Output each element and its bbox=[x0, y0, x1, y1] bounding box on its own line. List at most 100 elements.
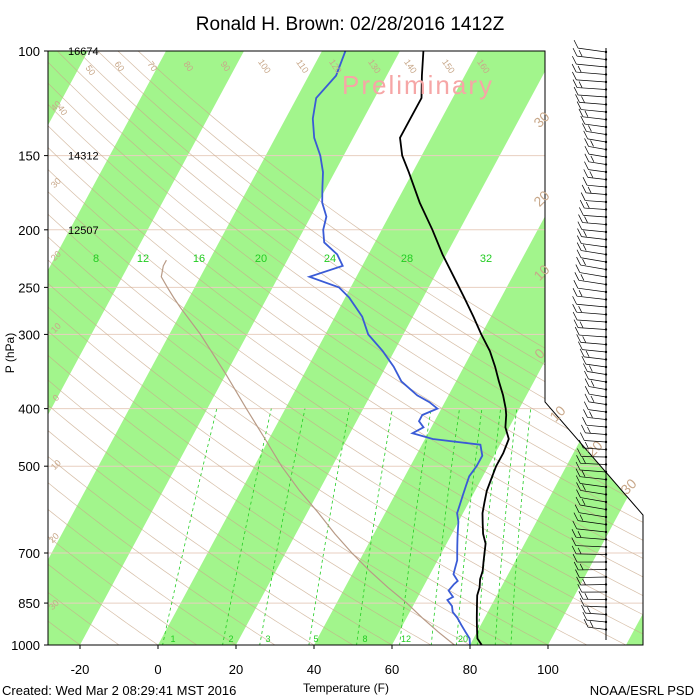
dry-adiabat-line bbox=[48, 51, 177, 645]
mixing-ratio-line bbox=[429, 408, 460, 645]
chart-title: Ronald H. Brown: 02/28/2016 1412Z bbox=[195, 14, 505, 35]
adiabat-label: 50 bbox=[83, 63, 97, 77]
wind-barb bbox=[576, 249, 608, 264]
dry-adiabat-line bbox=[48, 51, 414, 645]
dry-adiabat-line bbox=[48, 51, 643, 645]
wind-barb bbox=[574, 272, 608, 286]
wind-barb bbox=[575, 475, 608, 489]
dry-adiabat-line bbox=[117, 51, 643, 645]
mixing-ratio-label: 28 bbox=[401, 253, 413, 265]
x-tick-label: 60 bbox=[385, 662, 399, 677]
wind-barb bbox=[575, 496, 608, 511]
isotherm-band bbox=[619, 51, 643, 645]
y-tick-label: 250 bbox=[18, 280, 40, 295]
height-label: 14312 bbox=[68, 151, 99, 163]
y-tick-label: 150 bbox=[18, 149, 40, 164]
mixing-ratio-line bbox=[306, 408, 350, 645]
wind-barb bbox=[573, 561, 608, 571]
mixing-ratio-line bbox=[494, 408, 518, 645]
wind-barb bbox=[580, 115, 608, 129]
dry-adiabat-line bbox=[48, 51, 454, 645]
dry-adiabat-line bbox=[97, 51, 643, 645]
mixing-ratio-label: 8 bbox=[362, 634, 367, 644]
wind-barb bbox=[584, 161, 608, 174]
wind-barb bbox=[583, 619, 608, 631]
wind-barb bbox=[575, 461, 608, 474]
dry-adiabat-line bbox=[48, 51, 643, 645]
mixing-ratio-label: 8 bbox=[93, 253, 99, 265]
adiabat-label: 40 bbox=[55, 103, 69, 117]
wind-barb bbox=[579, 348, 608, 361]
wind-barb bbox=[576, 482, 608, 496]
wind-barb bbox=[577, 221, 608, 234]
wind-barb bbox=[582, 611, 608, 624]
wind-barb bbox=[577, 228, 608, 241]
wind-barb bbox=[581, 184, 608, 196]
wind-barb bbox=[578, 341, 608, 354]
wind-barb bbox=[573, 319, 608, 331]
dry-adiabat-line bbox=[48, 51, 256, 645]
y-tick-label: 700 bbox=[18, 546, 40, 561]
wind-barb bbox=[572, 71, 608, 84]
mixing-ratio-line bbox=[159, 408, 218, 645]
y-tick-label: 200 bbox=[18, 223, 40, 238]
wind-barb bbox=[581, 355, 608, 369]
wind-barb bbox=[581, 604, 608, 616]
wind-barb bbox=[584, 378, 608, 391]
source-credit: NOAA/ESRL PSD bbox=[589, 683, 694, 698]
wind-barb bbox=[576, 256, 608, 271]
wind-barb bbox=[582, 177, 608, 189]
y-axis-label: P (hPa) bbox=[3, 333, 17, 373]
wind-barb bbox=[572, 55, 608, 69]
wind-barb bbox=[575, 569, 608, 579]
isotherm-label: 30 bbox=[49, 176, 63, 190]
wind-barb bbox=[582, 123, 608, 136]
parcel-profile-line bbox=[160, 259, 455, 645]
dry-adiabat-line bbox=[48, 51, 296, 645]
y-tick-label: 500 bbox=[18, 459, 40, 474]
wind-barb bbox=[571, 63, 608, 76]
wind-barb bbox=[572, 311, 608, 324]
mixing-ratio-line bbox=[257, 408, 306, 645]
dry-adiabat-line bbox=[48, 51, 643, 645]
isotherm-label: 30 bbox=[530, 108, 552, 130]
height-label: 16674 bbox=[68, 46, 99, 58]
wind-barb bbox=[584, 145, 608, 159]
wind-barb bbox=[573, 280, 608, 294]
adiabat-label: 60 bbox=[112, 59, 126, 73]
dry-adiabat-line bbox=[48, 51, 493, 645]
x-tick-label: 80 bbox=[463, 662, 477, 677]
wind-barb bbox=[579, 432, 608, 444]
y-tick-label: 100 bbox=[18, 44, 40, 59]
y-tick-label: 400 bbox=[18, 402, 40, 417]
mixing-ratio-label: 5 bbox=[313, 634, 318, 644]
mixing-ratio-line bbox=[354, 408, 393, 645]
wind-barb bbox=[578, 591, 608, 601]
wind-barb bbox=[581, 424, 608, 436]
wind-barb bbox=[577, 448, 608, 459]
wind-barb bbox=[584, 393, 608, 406]
wind-barb bbox=[574, 326, 608, 339]
wind-barb bbox=[583, 130, 608, 144]
x-tick-label: 0 bbox=[154, 662, 161, 677]
dry-adiabat-line bbox=[77, 51, 643, 645]
isotherm-band bbox=[151, 51, 571, 645]
wind-barb bbox=[572, 553, 608, 564]
mixing-ratio-label: 3 bbox=[265, 634, 270, 644]
wind-barb bbox=[583, 409, 608, 421]
adiabat-label: 110 bbox=[294, 58, 310, 75]
wind-barb bbox=[575, 264, 608, 279]
y-tick-label: 300 bbox=[18, 327, 40, 342]
x-tick-label: 100 bbox=[537, 662, 559, 677]
isotherm-label: 10 bbox=[546, 402, 568, 424]
mixing-ratio-label: 20 bbox=[458, 634, 468, 644]
wind-barb bbox=[584, 386, 608, 399]
wind-barb bbox=[583, 169, 608, 181]
mixing-ratio-label: 24 bbox=[324, 253, 336, 265]
dry-adiabat-line bbox=[48, 51, 612, 645]
wind-barb bbox=[580, 192, 608, 204]
wind-barb bbox=[575, 94, 608, 106]
wind-barb bbox=[578, 108, 608, 121]
watermark-text: Preliminary bbox=[342, 70, 494, 100]
